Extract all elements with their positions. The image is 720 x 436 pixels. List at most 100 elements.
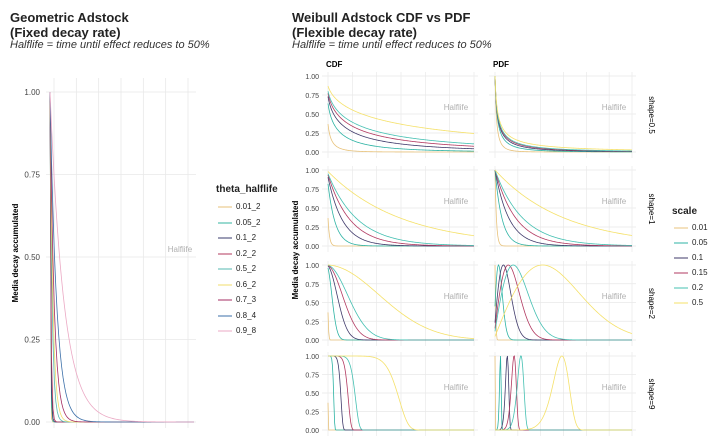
legend-swatch [674,242,688,244]
facet-y-tick-label: 0.00 [305,428,319,435]
facet-y-tick-label: 0.50 [305,391,319,398]
weibull-legend-title: scale [672,206,698,217]
facet-row-label: shape=0.5 [647,96,656,134]
facet-series-line [327,173,475,246]
facet-series-line [327,123,474,153]
facet-series-line [327,96,475,150]
facet-y-tick-label: 0.00 [305,150,319,157]
facet-series-line [327,93,475,147]
legend-label: 0.7_3 [236,295,257,304]
facet-panel: 0.00 0.25 0.50 0.75 1.00 Halflife [305,72,478,158]
legend-swatch [218,222,232,223]
legend-swatch [674,227,688,229]
facet-series-line [327,264,475,340]
facet-halflife-label: Halflife [444,383,469,392]
legend-swatch [674,272,688,274]
geometric-y-tick-label: 0.75 [24,171,40,180]
geometric-legend-title: theta_halflife [216,184,278,195]
facet-panel: Halflife [489,352,636,436]
legend-label: 0.1_2 [236,233,257,242]
facet-series-line [328,355,474,431]
facet-series-line [494,169,633,247]
facet-panel: 0.00 0.25 0.50 0.75 1.00 Halflife [305,352,478,436]
facet-y-tick-label: 1.00 [305,168,319,175]
facet-y-tick-label: 0.25 [305,410,319,417]
legend-swatch [218,268,232,270]
weibull-title: Weibull Adstock CDF vs PDF (Flexible dec… [292,10,470,40]
facet-y-tick-label: 0.50 [305,301,319,308]
facet-panel: Halflife [489,261,636,346]
facet-series-line [494,169,633,246]
geometric-y-tick-label: 1.00 [24,88,40,97]
facet-panel: Halflife [489,166,636,252]
facet-series-line [494,75,632,152]
legend-label: 0.05 [692,238,708,247]
facet-col-label: CDF [326,60,343,69]
facet-y-tick-label: 0.25 [305,131,319,138]
legend-label: 0.5_2 [236,264,257,273]
legend-swatch [218,206,232,208]
facet-y-tick-label: 0.75 [305,93,319,100]
facet-halflife-label: Halflife [602,103,627,112]
geometric-title-line2: (Fixed decay rate) [10,25,121,40]
geometric-title-line1: Geometric Adstock [10,10,129,25]
legend-label: 0.2_2 [236,248,257,258]
legend-label: 0.01_2 [236,202,261,211]
weibull-y-axis-label: Media decay accumulated [291,201,300,300]
facet-panel: 0.00 0.25 0.50 0.75 1.00 Halflife [305,166,478,252]
legend-label: 0.9_8 [236,326,257,335]
geometric-halflife-label: Halflife [168,245,193,254]
legend-swatch [674,287,688,289]
facet-col-label: PDF [493,60,509,69]
facet-halflife-label: Halflife [602,383,627,392]
facet-series-line [494,169,633,236]
facet-y-tick-label: 0.75 [305,187,319,194]
facet-series-line [494,75,632,153]
facet-series-line [495,355,632,431]
geometric-series-line [49,91,194,423]
legend-swatch [218,284,232,285]
facet-series-line [494,264,632,341]
geometric-y-tick-label: 0.25 [24,336,40,345]
facet-series-line [327,174,474,247]
facet-y-tick-label: 0.75 [305,373,319,380]
legend-swatch [674,257,688,259]
facet-halflife-label: Halflife [602,292,627,301]
legend-swatch [218,299,232,301]
facet-panel: Halflife [489,72,636,158]
legend-swatch [218,237,232,239]
geometric-y-tick-label: 0.50 [24,253,40,262]
legend-label: 0.05_2 [236,217,261,227]
weibull-subtitle: Halflife = time until effect reduces to … [292,39,492,51]
legend-label: 0.8_4 [236,310,257,320]
facet-y-tick-label: 0.25 [305,225,319,232]
legend-label: 0.1 [692,253,704,262]
legend-label: 0.01 [692,223,708,232]
facet-halflife-label: Halflife [444,197,469,206]
facet-y-tick-label: 0.25 [305,319,319,326]
facet-halflife-label: Halflife [602,197,627,206]
weibull-title-line2: (Flexible decay rate) [292,25,417,40]
facet-y-tick-label: 1.00 [305,263,319,270]
facet-halflife-label: Halflife [444,292,469,301]
legend-label: 0.15 [692,268,708,277]
facet-series-line [327,85,475,134]
facet-series-line [494,264,633,337]
facet-series-line [327,171,475,237]
legend-label: 0.5 [692,298,704,307]
legend-swatch [218,330,232,332]
geometric-title: Geometric Adstock (Fixed decay rate) [10,10,129,40]
facet-y-tick-label: 1.00 [305,354,319,361]
geometric-subtitle: Halflife = time until effect reduces to … [10,39,210,51]
facet-panel: 0.00 0.25 0.50 0.75 1.00 Halflife [305,261,478,346]
legend-label: 0.6_2 [236,279,257,289]
legend-label: 0.2 [692,283,704,292]
facet-series-line [327,103,475,152]
facet-y-tick-label: 0.00 [305,338,319,345]
weibull-title-line1: Weibull Adstock CDF vs PDF [292,10,471,25]
facet-row-label: shape=9 [647,379,656,410]
legend-swatch [674,302,688,304]
facet-y-tick-label: 1.00 [305,74,319,81]
facet-y-tick-label: 0.00 [305,244,319,251]
